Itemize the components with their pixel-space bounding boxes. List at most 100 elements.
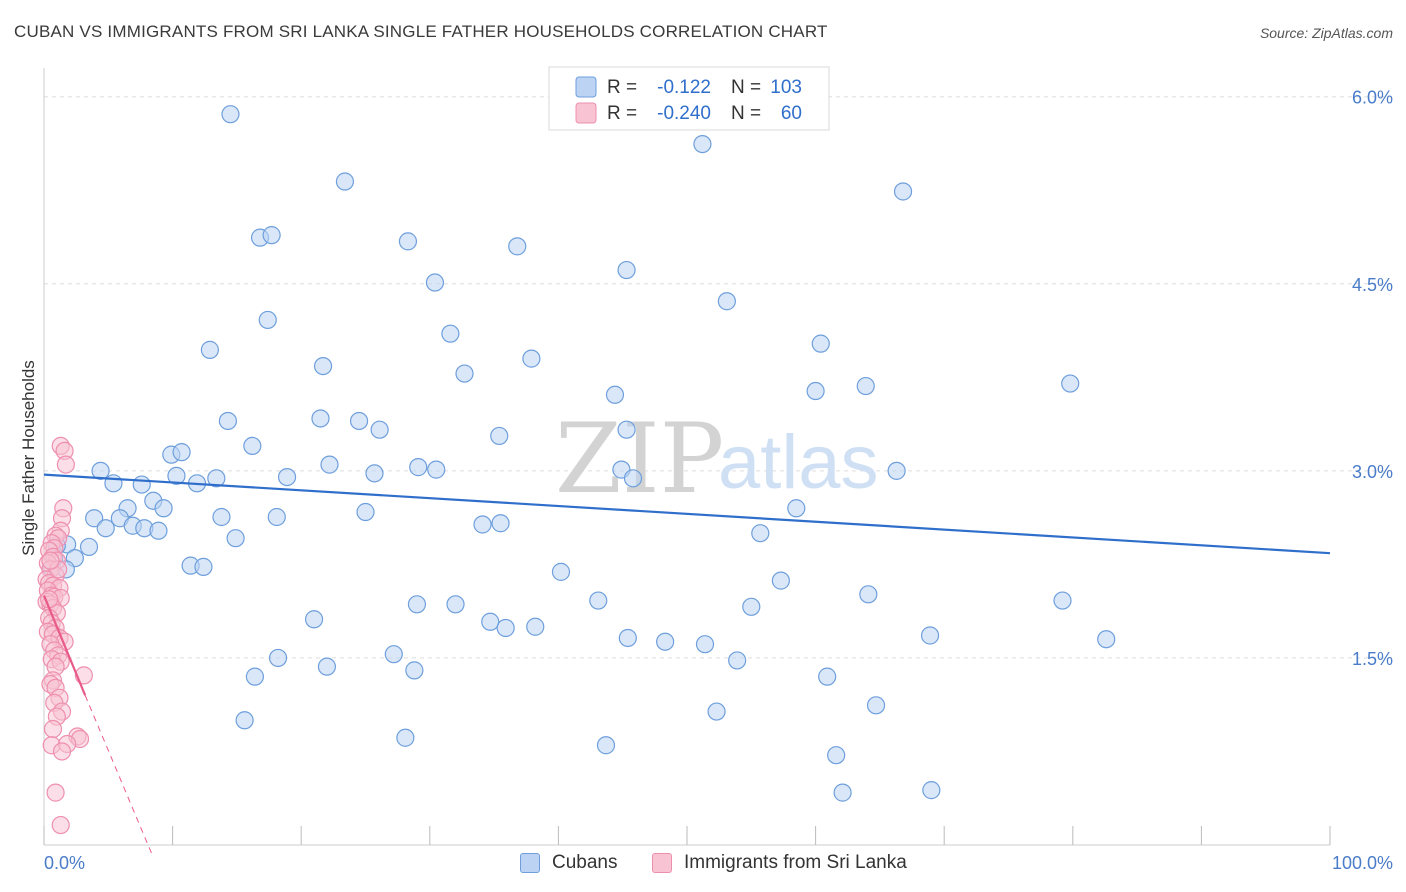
cubans-point-59 [787, 499, 806, 518]
legend-n-value-2: 60 [781, 103, 802, 124]
cubans-point-21 [605, 385, 625, 404]
cubans-point-83 [656, 632, 675, 651]
y-tick-label-3: 6.0% [1352, 88, 1393, 108]
cubans-point-39 [277, 467, 297, 487]
cubans-point-11 [258, 310, 277, 330]
srilanka-point-59 [41, 551, 60, 570]
cubans-point-27 [490, 426, 509, 446]
cubans-point-10 [717, 292, 736, 311]
cubans-point-79 [481, 612, 500, 631]
chart-title: CUBAN VS IMMIGRANTS FROM SRI LANKA SINGL… [14, 22, 828, 41]
cubans-point-20 [856, 376, 875, 396]
cubans-point-93 [235, 711, 254, 730]
cubans-point-84 [695, 635, 715, 654]
cubans-point-69 [194, 557, 213, 576]
cubans-point-56 [149, 521, 168, 540]
cubans-point-76 [1053, 591, 1072, 610]
x-tick-label-min: 0.0% [44, 853, 85, 873]
cubans-swatch [520, 853, 540, 873]
cubans-point-19 [806, 381, 825, 401]
legend-n-value-1: 103 [770, 77, 802, 98]
cubans-point-36 [887, 461, 906, 480]
cubans-point-41 [91, 461, 110, 480]
cubans-trend-line [43, 473, 1331, 555]
cubans-point-78 [304, 610, 324, 629]
cubans-point-7 [508, 237, 527, 256]
cubans-point-90 [245, 667, 265, 686]
cubans-point-33 [365, 464, 384, 483]
cubans-point-53 [96, 519, 115, 538]
srilanka-swatch [652, 853, 672, 873]
cubans-point-32 [409, 458, 428, 477]
srilanka-trend-line [42, 595, 87, 696]
legend-label-srilanka: Immigrants from Sri Lanka [684, 852, 907, 873]
cubans-point-25 [370, 420, 389, 439]
cubans-point-5 [262, 226, 281, 245]
stats-legend: R = -0.122 N = 103 R = -0.240 N = 60 [548, 66, 830, 131]
cubans-point-63 [79, 537, 99, 557]
legend-swatch-srilanka [575, 102, 597, 124]
cubans-point-58 [473, 515, 492, 534]
series-legend: Cubans Immigrants from Sri Lanka [0, 852, 1406, 878]
gridlines [44, 96, 1393, 659]
cubans-point-88 [384, 645, 403, 664]
srilanka-point-49 [43, 719, 63, 739]
cubans-point-98 [827, 746, 846, 765]
cubans-point-8 [617, 260, 636, 280]
legend-r-label-2: R = [607, 103, 637, 124]
cubans-point-96 [396, 728, 415, 747]
cubans-point-38 [207, 469, 226, 488]
cubans-point-9 [425, 273, 445, 292]
cubans-point-46 [154, 499, 173, 518]
cubans-point-34 [427, 460, 446, 479]
cubans-point-81 [526, 617, 545, 636]
cubans-point-6 [398, 232, 418, 251]
watermark: ZIP atlas [555, 403, 879, 515]
cubans-point-99 [833, 783, 852, 802]
y-tick-label-2: 4.5% [1352, 275, 1393, 295]
cubans-point-43 [132, 475, 151, 494]
legend-n-label-1: N = [731, 77, 761, 98]
cubans-point-15 [313, 356, 333, 376]
legend-r-label-1: R = [607, 77, 637, 98]
watermark-atlas: atlas [718, 420, 879, 505]
cubans-point-73 [446, 595, 465, 614]
trend-lines [42, 473, 1331, 858]
cubans-point-74 [589, 591, 608, 610]
cubans-point-89 [405, 661, 424, 680]
cubans-point-95 [866, 696, 886, 715]
legend-label-cubans: Cubans [552, 852, 618, 873]
y-tick-label-1: 3.0% [1352, 462, 1393, 482]
cubans-point-77 [742, 597, 761, 616]
legend-item-cubans[interactable]: Cubans [520, 852, 618, 874]
cubans-point-26 [617, 420, 636, 439]
cubans-point-17 [455, 364, 474, 383]
legend-r-value-2: -0.240 [657, 103, 711, 124]
source-credit: Source: ZipAtlas.com [1259, 25, 1393, 41]
legend-r-value-1: -0.122 [657, 77, 711, 98]
cubans-point-1 [693, 134, 712, 154]
cubans-point-50 [212, 507, 231, 527]
srilanka-point-2 [56, 455, 75, 474]
cubans-point-30 [172, 443, 191, 462]
cubans-point-24 [349, 411, 369, 431]
cubans-point-72 [407, 595, 427, 614]
cubans-point-48 [85, 509, 104, 528]
cubans-point-91 [728, 651, 747, 670]
cubans-point-80 [496, 618, 515, 638]
y-tick-labels: 1.5% 3.0% 4.5% 6.0% [1352, 88, 1393, 669]
cubans-point-0 [221, 105, 240, 124]
legend-item-srilanka[interactable]: Immigrants from Sri Lanka [652, 852, 907, 874]
cubans-point-82 [618, 628, 637, 648]
cubans-point-57 [226, 529, 245, 548]
legend-n-label-2: N = [731, 103, 761, 124]
cubans-point-101 [317, 657, 337, 676]
cubans-point-60 [751, 524, 770, 543]
srilanka-point-54 [52, 742, 72, 761]
cubans-point-13 [200, 340, 219, 359]
cubans-point-70 [551, 562, 571, 581]
x-tick-label-max: 100.0% [1332, 853, 1393, 873]
cubans-point-12 [441, 324, 460, 343]
y-tick-label-0: 1.5% [1352, 649, 1393, 669]
